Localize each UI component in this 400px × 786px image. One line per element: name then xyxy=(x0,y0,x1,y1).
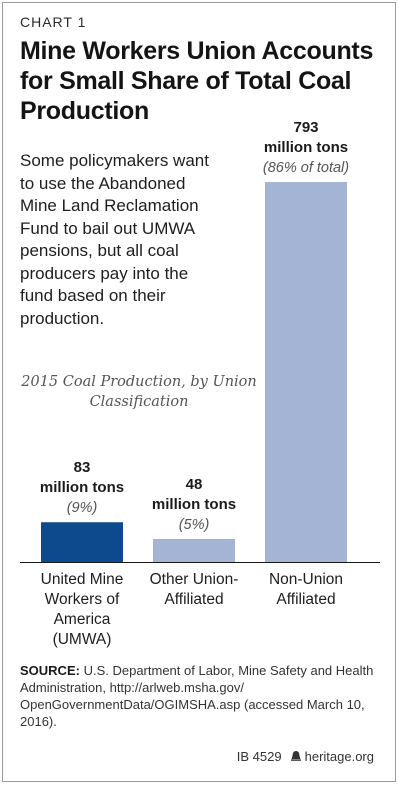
category-label: Affiliated xyxy=(276,591,335,608)
source-note: SOURCE: U.S. Department of Labor, Mine S… xyxy=(20,662,380,730)
data-label-unit: million tons xyxy=(152,496,236,513)
data-label-value: 48 xyxy=(186,476,203,493)
category-label: Other Union- xyxy=(150,571,239,588)
bar-chart: 83 million tons (9%) United Mine Workers of A… xyxy=(20,119,380,648)
data-label-unit: million tons xyxy=(40,479,124,496)
data-label-unit: million tons xyxy=(264,139,348,156)
data-label-value: 83 xyxy=(74,459,91,476)
category-label: Affiliated xyxy=(164,591,223,608)
data-label-percent: (5%) xyxy=(179,517,210,533)
source-text: U.S. Department of Labor, Mine Safety an… xyxy=(20,663,374,729)
publication-id: IB 4529 heritage.org xyxy=(237,749,374,764)
chart-frame xyxy=(2,2,396,782)
chart-subtitle-text: 2015 Coal Production, by Union Classific… xyxy=(21,374,257,410)
ib-code: IB 4529 xyxy=(236,749,282,764)
bar-3 xyxy=(265,182,347,562)
source-label: SOURCE: xyxy=(20,663,80,678)
chart-kicker: CHART 1 xyxy=(20,14,87,30)
bar-1 xyxy=(41,522,123,562)
chart-subtitle: 2015 Coal Production, by Union Classific… xyxy=(0,372,278,412)
category-label: America xyxy=(54,611,111,628)
heritage-bell-icon xyxy=(290,751,301,761)
data-label-percent: (86% of total) xyxy=(263,160,349,176)
site-link[interactable]: heritage.org xyxy=(304,749,374,764)
data-label-value: 793 xyxy=(293,119,318,136)
category-label: (UMWA) xyxy=(53,631,112,648)
bar-2 xyxy=(153,538,235,562)
chart-description: Some policymakers want to use the Abando… xyxy=(20,151,209,328)
category-label: United Mine xyxy=(41,571,124,588)
data-label-percent: (9%) xyxy=(67,500,98,516)
category-label: Workers of xyxy=(45,591,120,608)
category-label: Non-Union xyxy=(269,571,343,588)
chart-title: Mine Workers Union Accounts for Small Sh… xyxy=(20,37,374,125)
